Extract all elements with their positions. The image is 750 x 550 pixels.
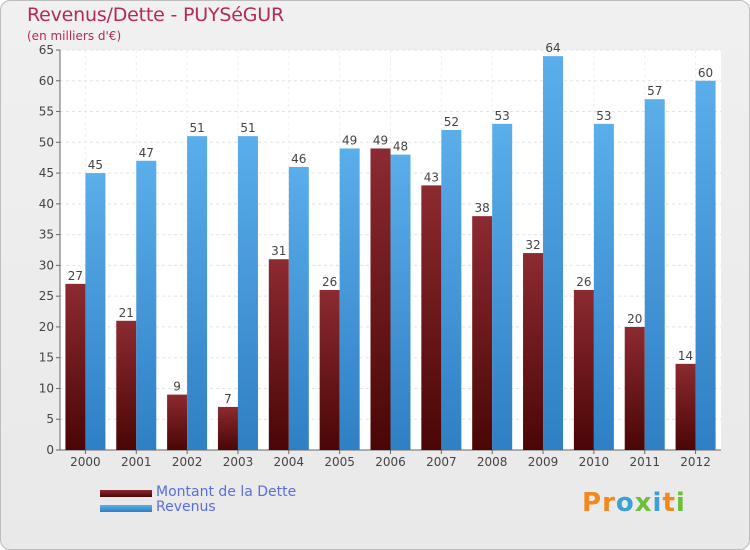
x-tick-label: 2010 (579, 455, 610, 469)
bar-revenue (85, 173, 106, 451)
data-label-debt: 20 (627, 312, 642, 326)
data-label-debt: 49 (373, 133, 388, 147)
bar-revenue (136, 160, 157, 450)
y-tick-label: 65 (39, 43, 54, 57)
bar-debt (167, 394, 188, 450)
data-label-revenue: 48 (393, 140, 408, 154)
data-label-debt: 27 (68, 269, 83, 283)
data-label-revenue: 64 (545, 41, 560, 55)
data-label-revenue: 45 (88, 158, 103, 172)
data-label-debt: 7 (224, 392, 232, 406)
bar-revenue (543, 56, 564, 451)
logo-letter: P (582, 488, 603, 518)
logo-letter: i (675, 488, 686, 518)
bar-revenue (187, 136, 208, 450)
y-tick-label: 45 (39, 166, 54, 180)
y-tick-label: 55 (39, 105, 54, 119)
bar-revenue (593, 123, 614, 450)
data-label-revenue: 47 (139, 146, 154, 160)
x-tick-label: 2007 (426, 455, 457, 469)
bar-debt (370, 148, 391, 450)
data-label-revenue: 49 (342, 133, 357, 147)
bar-revenue (288, 166, 309, 450)
x-tick-label: 2004 (274, 455, 305, 469)
proxiti-logo: Proxiti (582, 488, 686, 518)
logo-letter: t (662, 488, 676, 518)
x-tick-label: 2011 (629, 455, 660, 469)
x-tick-label: 2008 (477, 455, 508, 469)
chart-subtitle: (en milliers d'€) (27, 29, 122, 43)
y-tick-label: 50 (39, 135, 54, 149)
data-label-debt: 14 (678, 349, 693, 363)
y-tick-label: 15 (39, 351, 54, 365)
logo-letter: o (615, 488, 635, 518)
bar-debt (523, 253, 544, 450)
logo-letter: x (634, 488, 653, 518)
bar-revenue (644, 99, 665, 450)
x-tick-label: 2001 (121, 455, 152, 469)
bar-debt (319, 290, 340, 450)
bar-debt (675, 363, 696, 450)
x-tick-label: 2009 (528, 455, 559, 469)
data-label-revenue: 46 (291, 152, 306, 166)
bar-revenue (695, 80, 716, 451)
bar-debt (573, 290, 594, 450)
x-tick-label: 2000 (70, 455, 101, 469)
data-label-revenue: 53 (596, 109, 611, 123)
x-tick-label: 2012 (680, 455, 711, 469)
data-label-debt: 21 (119, 306, 134, 320)
data-label-revenue: 51 (240, 121, 255, 135)
y-tick-label: 5 (46, 412, 54, 426)
y-tick-label: 60 (39, 74, 54, 88)
logo-letter: r (602, 488, 616, 518)
bar-debt (217, 406, 238, 450)
legend-label-revenue: Revenus (156, 499, 216, 515)
y-tick-label: 10 (39, 381, 54, 395)
legend-swatch-revenue (100, 505, 152, 512)
data-label-revenue: 52 (444, 115, 459, 129)
x-tick-label: 2002 (172, 455, 203, 469)
data-label-debt: 43 (424, 170, 439, 184)
y-tick-label: 30 (39, 258, 54, 272)
x-tick-label: 2006 (375, 455, 406, 469)
y-tick-label: 20 (39, 320, 54, 334)
data-label-revenue: 51 (189, 121, 204, 135)
data-label-debt: 26 (322, 275, 337, 289)
y-tick-label: 35 (39, 228, 54, 242)
bar-debt (65, 283, 86, 450)
data-label-debt: 32 (525, 238, 540, 252)
data-label-debt: 38 (475, 201, 490, 215)
data-label-debt: 31 (271, 244, 286, 258)
y-tick-label: 25 (39, 289, 54, 303)
bar-debt (472, 216, 493, 450)
legend-swatch-debt (100, 490, 152, 497)
x-tick-label: 2003 (223, 455, 254, 469)
data-label-revenue: 60 (698, 66, 713, 80)
bar-debt (421, 185, 442, 450)
chart-title: Revenus/Dette - PUYSéGUR (27, 4, 284, 26)
data-label-revenue: 57 (647, 84, 662, 98)
data-label-debt: 9 (173, 380, 181, 394)
y-tick-label: 40 (39, 197, 54, 211)
bar-debt (268, 259, 289, 450)
logo-letter: i (652, 488, 663, 518)
legend-label-debt: Montant de la Dette (156, 484, 297, 500)
x-tick-label: 2005 (324, 455, 355, 469)
bar-debt (116, 320, 137, 450)
bar-revenue (492, 123, 513, 450)
data-label-revenue: 53 (495, 109, 510, 123)
y-tick-label: 0 (46, 443, 54, 457)
bar-revenue (339, 148, 360, 450)
bar-revenue (390, 154, 411, 450)
bar-debt (624, 326, 645, 450)
bar-revenue (237, 136, 258, 450)
bar-revenue (441, 130, 462, 450)
data-label-debt: 26 (576, 275, 591, 289)
